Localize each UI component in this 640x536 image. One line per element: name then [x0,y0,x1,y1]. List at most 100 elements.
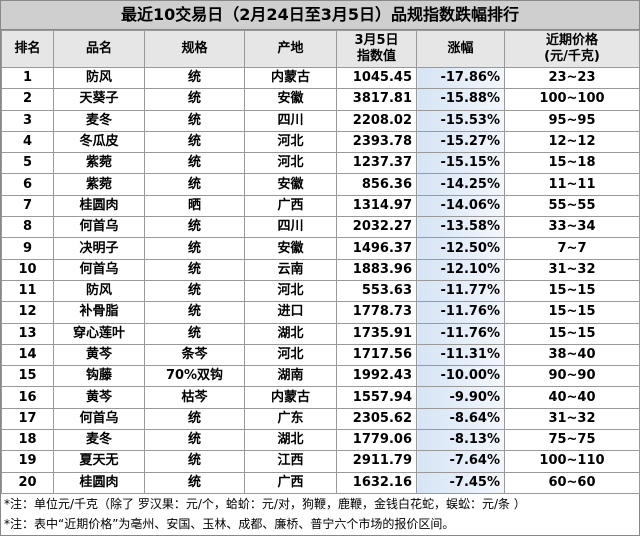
table-cell: 统 [144,173,245,196]
table-cell: 统 [144,471,245,494]
table-cell: 桂圆肉 [53,471,145,494]
table-cell: 5 [1,152,54,175]
table-cell: 1496.37 [336,237,417,260]
table-cell: -11.76% [416,322,505,345]
table-cell: 3 [1,109,54,132]
table-cell: 江西 [244,450,337,473]
table-cell: 黄芩 [53,386,145,409]
table-cell: 统 [144,216,245,239]
header-cell: 涨幅 [416,30,505,68]
table-cell: 1992.43 [336,365,417,388]
table-cell: 70%双钩 [144,365,245,388]
header-row: 排名 品名 规格 产地 3月5日 指数值 涨幅 近期价格 (元/千克) [1,30,640,68]
table-cell: 15 [1,365,54,388]
table-cell: -7.64% [416,450,505,473]
table-cell: 55~55 [504,194,640,218]
table-cell: 31~32 [504,258,640,281]
table-cell: 12 [1,301,54,324]
table-cell: 18 [1,429,54,452]
table-cell: 8 [1,216,54,239]
table-cell: -7.45% [416,471,505,494]
table-cell: -11.31% [416,343,505,367]
table-cell: 2393.78 [336,130,417,154]
table-row: 19 夏天无统江西 2911.79 -7.64% 100~110 [1,450,640,473]
table-cell: -12.50% [416,237,505,260]
table-cell: 1314.97 [336,194,417,218]
table-cell: 7~7 [504,237,640,260]
table-cell: -15.53% [416,109,505,132]
table-row: 18 麦冬统湖北 1779.06 -8.13% 75~75 [1,429,640,452]
title: 最近10交易日（2月24日至3月5日）品规指数跌幅排行 [1,1,639,30]
table-cell: 13 [1,322,54,345]
table-cell: -9.90% [416,386,505,409]
table-row: 3 麦冬统四川 2208.02 -15.53% 95~95 [1,109,640,132]
note: *注：表中“近期价格”为亳州、安国、玉林、成都、廉桥、普宁六个市场的报价区间。 [4,516,455,531]
table-cell: 安徽 [244,88,337,111]
table-cell: 14 [1,343,54,367]
table-cell: 17 [1,407,54,431]
table-cell: 1557.94 [336,386,417,409]
table-cell: 湖北 [244,429,337,452]
table-cell: 内蒙古 [244,66,337,90]
table-cell: 9 [1,237,54,260]
table-cell: 90~90 [504,365,640,388]
table-cell: 条芩 [144,343,245,367]
table-row: 8 何首乌统四川 2032.27 -13.58% 33~34 [1,216,640,239]
table-cell: 553.63 [336,279,417,303]
table-cell: 四川 [244,109,337,132]
notes: *注：单位元/千克（除了 罗汉果：元/个，蛤蚧：元/对，狗鞭，鹿鞭，金钱白花蛇，… [1,494,639,534]
table-row: 10 何首乌统云南 1883.96 -12.10% 31~32 [1,258,640,281]
table-cell: 统 [144,429,245,452]
table-cell: 1237.37 [336,152,417,175]
table-cell: 湖南 [244,365,337,388]
table-cell: 95~95 [504,109,640,132]
table-cell: 1717.56 [336,343,417,367]
table-cell: 何首乌 [53,407,145,431]
table-cell: 防风 [53,66,145,90]
table-cell: -10.00% [416,365,505,388]
table-cell: 10 [1,258,54,281]
table-row: 11 防风统河北 553.63 -11.77% 15~15 [1,279,640,303]
table-row: 1 防风统内蒙古 1045.45 -17.86% 23~23 [1,66,640,90]
table-cell: 统 [144,301,245,324]
table-cell: 广西 [244,471,337,494]
table-cell: 四川 [244,216,337,239]
table-cell: 紫菀 [53,173,145,196]
note: *注：单位元/千克（除了 罗汉果：元/个，蛤蚧：元/对，狗鞭，鹿鞭，金钱白花蛇，… [4,496,526,511]
table-cell: 补骨脂 [53,301,145,324]
table-row: 7 桂圆肉晒广西 1314.97 -14.06% 55~55 [1,194,640,218]
table-cell: 统 [144,407,245,431]
table-cell: 2305.62 [336,407,417,431]
table-cell: 11~11 [504,173,640,196]
table-cell: 麦冬 [53,109,145,132]
table-row: 16 黄芩 枯芩 内蒙古 1557.94 -9.90% 40~40 [1,386,640,409]
table-cell: 河北 [244,343,337,367]
table-cell: 15~15 [504,279,640,303]
table-row: 14 黄芩 条芩 河北 1717.56 -11.31% 38~40 [1,343,640,367]
table-cell: 黄芩 [53,343,145,367]
table-row: 12 补骨脂统进口 1778.73 -11.76% 15~15 [1,301,640,324]
table-cell: 1883.96 [336,258,417,281]
table-cell: 3817.81 [336,88,417,111]
table-cell: 1 [1,66,54,90]
table-cell: 19 [1,450,54,473]
table-cell: 何首乌 [53,216,145,239]
table-cell: 何首乌 [53,258,145,281]
table-row: 15 钩藤 70%双钩 湖南 1992.43 -10.00% 90~90 [1,365,640,388]
table-cell: 75~75 [504,429,640,452]
table-cell: 1735.91 [336,322,417,345]
table-cell: 16 [1,386,54,409]
table-cell: 紫菀 [53,152,145,175]
table-cell: 云南 [244,258,337,281]
table-row: 13 穿心莲叶统湖北 1735.91 -11.76% 15~15 [1,322,640,345]
table-cell: 11 [1,279,54,303]
table-cell: 15~15 [504,301,640,324]
table-cell: 夏天无 [53,450,145,473]
table-cell: 安徽 [244,173,337,196]
table-cell: 统 [144,66,245,90]
table-cell: 统 [144,279,245,303]
table-cell: 15~15 [504,322,640,345]
table-cell: 23~23 [504,66,640,90]
table-cell: 桂圆肉 [53,194,145,218]
table-body: 1 防风统内蒙古 1045.45 -17.86% 23~23 2 天葵子统安徽 3817.81… [1,66,640,494]
